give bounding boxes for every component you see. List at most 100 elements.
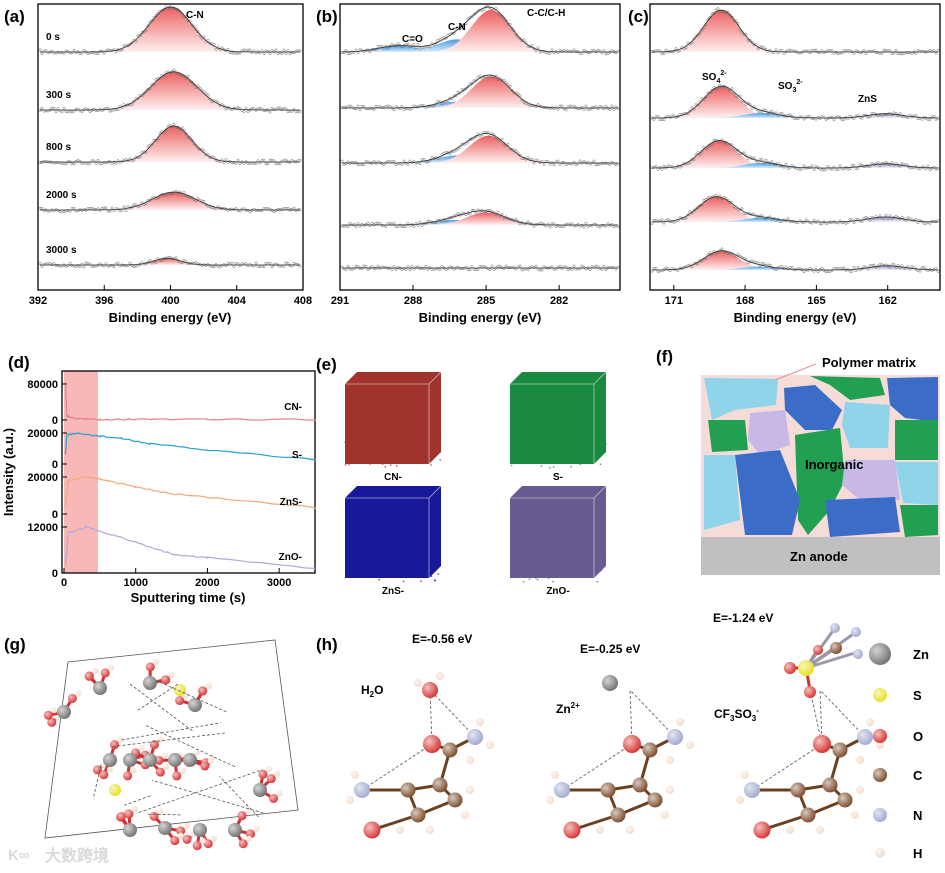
data-point [424,264,428,268]
data-point [876,161,880,165]
cube-speck [358,455,361,458]
grain [810,376,885,400]
grain [795,428,845,535]
data-point [518,222,522,226]
data-point [150,142,154,146]
atom-highlight [170,836,180,846]
data-point [526,156,530,160]
data-point [238,264,242,268]
data-point [288,264,292,267]
atom-highlight [92,668,99,675]
cube-speck [377,460,380,463]
data-point [456,212,460,216]
cube-speck [407,460,409,463]
cube-speck [519,451,522,454]
data-point [200,263,204,267]
cube-speck [568,545,571,548]
data-point [264,162,268,166]
atom-highlight [124,809,134,819]
cube-speck [573,437,575,440]
data-point [268,158,272,162]
atom-highlight [138,744,145,751]
data-point [588,51,592,54]
cube-speck [512,441,515,444]
data-point [652,266,656,270]
cube-speck [419,563,422,566]
atom-highlight [856,756,864,764]
x-tick-label: 288 [404,295,422,307]
data-point [778,219,782,223]
data-point [214,47,218,51]
cube-speck [412,565,415,568]
data-point [486,4,490,8]
data-point [188,136,192,140]
data-point [396,42,400,46]
data-point [138,33,142,37]
data-point [658,118,662,122]
cube-speck [378,578,381,581]
cube-speck [538,446,541,449]
cube-speck [381,562,384,565]
data-point [178,9,182,13]
data-point [156,12,160,16]
data-point [596,107,600,111]
data-point [578,159,582,163]
data-point [738,207,742,211]
cube-speck [430,548,433,551]
data-point [820,168,824,172]
data-point [912,114,916,118]
data-point [752,156,756,160]
data-point [656,167,660,171]
cube-speck [563,461,566,464]
data-point [122,205,126,209]
zn-anode [701,537,940,575]
atom-highlight [205,683,212,690]
fitted-peak [40,258,300,265]
legend-item-n: N [873,808,922,823]
atom-highlight [876,741,884,749]
data-point [870,49,874,53]
x-tick-label: 291 [331,295,349,307]
data-point [728,13,732,17]
cube-speck [536,561,539,564]
cube-speck [363,559,366,562]
data-point [360,163,364,167]
data-point [930,219,934,223]
data-point [386,47,390,50]
data-point [506,142,510,146]
data-point [744,154,748,158]
atom-highlight [546,796,554,804]
data-point [400,225,404,229]
cube-speck [567,560,570,563]
cube-body [345,486,441,578]
data-point [126,44,130,48]
data-point [674,47,678,51]
atom-highlight [168,753,182,767]
cube-speck [513,567,516,569]
data-point [884,160,888,164]
cube-speck [414,574,417,576]
data-point [254,261,258,265]
atom-highlight [149,811,159,821]
data-point [548,106,552,110]
data-point [498,264,502,268]
atom-highlight [157,808,164,815]
atom-highlight [857,729,873,745]
x-axis-label-c: Binding energy (eV) [734,310,857,325]
series-line-s [64,432,316,461]
cube-speck [372,454,375,456]
data-point [604,52,608,56]
cube-speck [599,442,601,445]
series-label: 300 s [46,90,71,101]
envelope-line [40,125,300,163]
data-point [566,50,570,53]
cube-speck [346,546,349,549]
cube-speck [516,444,519,447]
cube-speck [577,547,580,550]
data-point [546,222,550,226]
cube-speck [434,557,436,559]
data-point [582,159,586,163]
hydrogen-bond [561,743,633,791]
x-axis-label-b: Binding energy (eV) [419,310,542,325]
cube-body [345,372,441,464]
